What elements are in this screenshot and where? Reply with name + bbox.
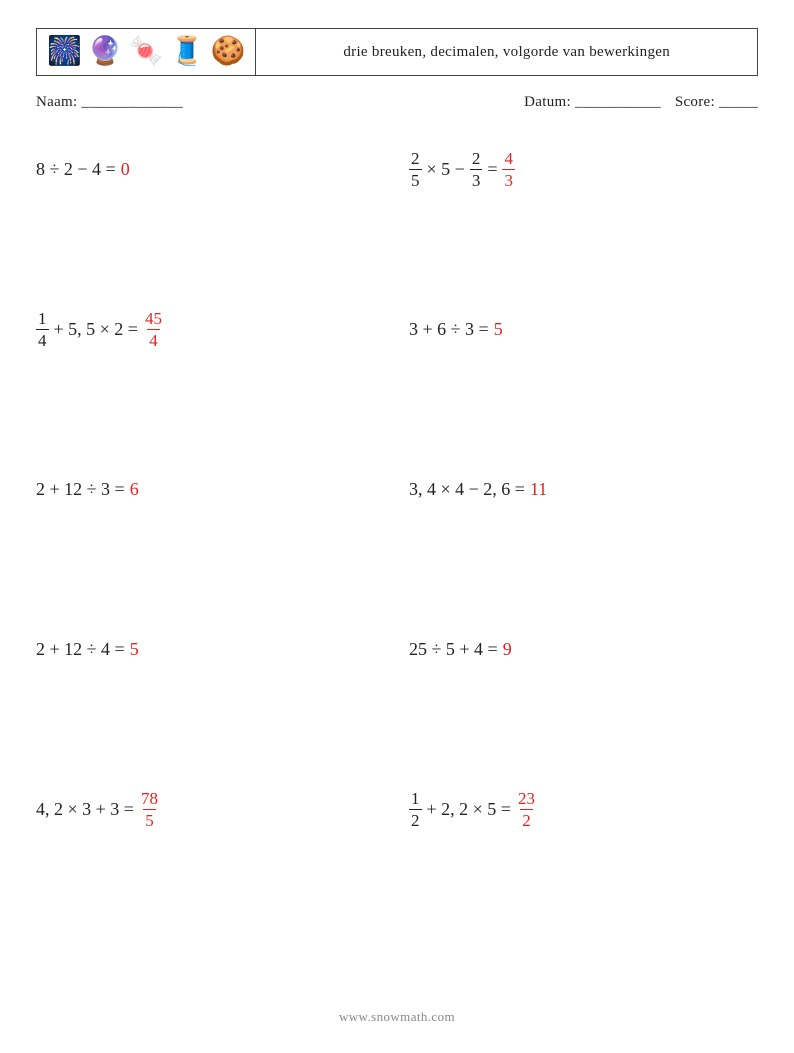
expression-text: 8 ÷ 2 − 4 = — [36, 159, 116, 180]
expression: 4, 2 × 3 + 3 = 785 — [36, 790, 160, 829]
answer: 11 — [530, 479, 547, 500]
answer: 5 — [130, 639, 139, 660]
expression: 25 ÷ 5 + 4 = 9 — [409, 639, 512, 660]
header-icons: 🎆🔮🍬🧵🍪 — [37, 29, 256, 75]
answer-fraction: 454 — [143, 310, 164, 349]
expression-text: + 5, 5 × 2 = — [54, 319, 138, 340]
expression: 3 + 6 ÷ 3 = 5 — [409, 319, 503, 340]
problem: 8 ÷ 2 − 4 = 0 — [36, 147, 385, 191]
header-icon: 🧵 — [170, 38, 205, 66]
problem: 3, 4 × 4 − 2, 6 = 11 — [409, 467, 758, 511]
score-field: Score: _____ — [675, 94, 758, 111]
fraction-numerator: 23 — [516, 790, 537, 809]
fraction-numerator: 1 — [409, 790, 422, 809]
fraction: 23 — [470, 150, 483, 189]
fraction-denominator: 3 — [502, 169, 515, 189]
date-field: Datum: ___________ — [524, 94, 661, 111]
problem: 14 + 5, 5 × 2 = 454 — [36, 307, 385, 351]
header-icon: 🔮 — [88, 38, 123, 66]
answer-fraction: 785 — [139, 790, 160, 829]
problem: 25 × 5 − 23 = 43 — [409, 147, 758, 191]
fraction-numerator: 78 — [139, 790, 160, 809]
answer: 9 — [503, 639, 512, 660]
expression-text: 2 + 12 ÷ 3 = — [36, 479, 125, 500]
answer-fraction: 43 — [502, 150, 515, 189]
expression-text: 4, 2 × 3 + 3 = — [36, 799, 134, 820]
fraction-denominator: 5 — [409, 169, 422, 189]
expression: 3, 4 × 4 − 2, 6 = 11 — [409, 479, 547, 500]
fraction-denominator: 2 — [409, 809, 422, 829]
fraction-denominator: 4 — [147, 329, 160, 349]
fraction-denominator: 4 — [36, 329, 49, 349]
fraction-numerator: 2 — [470, 150, 483, 169]
name-field: Naam: _____________ — [36, 94, 183, 111]
expression: 25 × 5 − 23 = 43 — [409, 150, 515, 189]
problem: 25 ÷ 5 + 4 = 9 — [409, 627, 758, 671]
expression-text: 3 + 6 ÷ 3 = — [409, 319, 489, 340]
header-icon: 🎆 — [47, 38, 82, 66]
fraction: 12 — [409, 790, 422, 829]
fraction: 25 — [409, 150, 422, 189]
problems-grid: 8 ÷ 2 − 4 = 025 × 5 − 23 = 4314 + 5, 5 ×… — [36, 147, 758, 831]
worksheet-page: 🎆🔮🍬🧵🍪 drie breuken, decimalen, volgorde … — [0, 0, 794, 1053]
expression: 2 + 12 ÷ 4 = 5 — [36, 639, 139, 660]
info-row: Naam: _____________ Datum: ___________ S… — [36, 94, 758, 111]
fraction-numerator: 1 — [36, 310, 49, 329]
problem: 3 + 6 ÷ 3 = 5 — [409, 307, 758, 351]
fraction-numerator: 2 — [409, 150, 422, 169]
answer: 5 — [494, 319, 503, 340]
problem: 2 + 12 ÷ 4 = 5 — [36, 627, 385, 671]
expression-text: 2 + 12 ÷ 4 = — [36, 639, 125, 660]
answer: 0 — [121, 159, 130, 180]
expression-text: 3, 4 × 4 − 2, 6 = — [409, 479, 525, 500]
fraction-denominator: 5 — [143, 809, 156, 829]
expression-text: + 2, 2 × 5 = — [427, 799, 511, 820]
expression-text: 25 ÷ 5 + 4 = — [409, 639, 498, 660]
problem: 2 + 12 ÷ 3 = 6 — [36, 467, 385, 511]
fraction-denominator: 2 — [520, 809, 533, 829]
expression: 14 + 5, 5 × 2 = 454 — [36, 310, 164, 349]
header-icon: 🍪 — [211, 38, 246, 66]
expression: 2 + 12 ÷ 3 = 6 — [36, 479, 139, 500]
answer: 6 — [130, 479, 139, 500]
expression-text: × 5 − — [427, 159, 465, 180]
expression-text: = — [487, 159, 497, 180]
header-box: 🎆🔮🍬🧵🍪 drie breuken, decimalen, volgorde … — [36, 28, 758, 76]
expression: 12 + 2, 2 × 5 = 232 — [409, 790, 537, 829]
expression: 8 ÷ 2 − 4 = 0 — [36, 159, 130, 180]
fraction-numerator: 45 — [143, 310, 164, 329]
footer-url: www.snowmath.com — [0, 1009, 794, 1025]
answer-fraction: 232 — [516, 790, 537, 829]
header-icon: 🍬 — [129, 38, 164, 66]
problem: 12 + 2, 2 × 5 = 232 — [409, 787, 758, 831]
worksheet-title: drie breuken, decimalen, volgorde van be… — [256, 29, 757, 75]
fraction: 14 — [36, 310, 49, 349]
problem: 4, 2 × 3 + 3 = 785 — [36, 787, 385, 831]
fraction-numerator: 4 — [502, 150, 515, 169]
fraction-denominator: 3 — [470, 169, 483, 189]
